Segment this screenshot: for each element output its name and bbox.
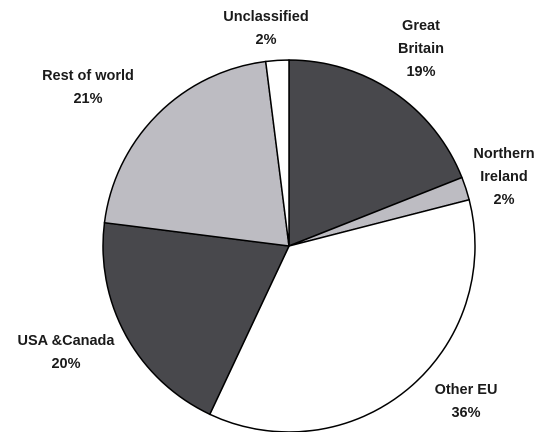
slice-name-line: Other EU [435, 382, 498, 398]
slice-value-usa-andcanada: 20% [51, 356, 80, 372]
slice-name-line: Britain [398, 41, 444, 57]
slice-label-great-britain: Great Britain 19% [398, 18, 444, 80]
slice-label-other-eu: Other EU 36% [435, 382, 498, 421]
slice-name-line: Ireland [480, 169, 528, 185]
slice-label-usa-andcanada: USA &Canada 20% [18, 333, 116, 372]
pie-slices [102, 59, 476, 432]
pie-slice-unclassified [264, 59, 290, 247]
pie-slice-great-britain [288, 59, 463, 248]
slice-value-other-eu: 36% [451, 405, 480, 421]
slice-value-northern-ireland: 2% [494, 192, 515, 208]
pie-slice-usa-andcanada [102, 221, 291, 416]
slice-label-unclassified: Unclassified 2% [223, 9, 308, 48]
slice-name-line: Rest of world [42, 68, 134, 84]
slice-label-rest-of-world: Rest of world 21% [42, 68, 134, 107]
slice-labels: Great Britain 19% Northern Ireland 2% Other EU… [18, 9, 535, 421]
slice-name-line: USA &Canada [18, 333, 116, 349]
pie-slice-rest-of-world [103, 60, 290, 247]
slice-value-great-britain: 19% [406, 64, 435, 80]
slice-value-rest-of-world: 21% [73, 91, 102, 107]
slice-name-line: Unclassified [223, 9, 308, 25]
slice-name-line: Northern [473, 146, 534, 162]
pie-slice-other-eu [208, 198, 476, 432]
slice-name-line: Great [402, 18, 440, 34]
slice-label-northern-ireland: Northern Ireland 2% [473, 146, 534, 208]
slice-value-unclassified: 2% [256, 32, 277, 48]
